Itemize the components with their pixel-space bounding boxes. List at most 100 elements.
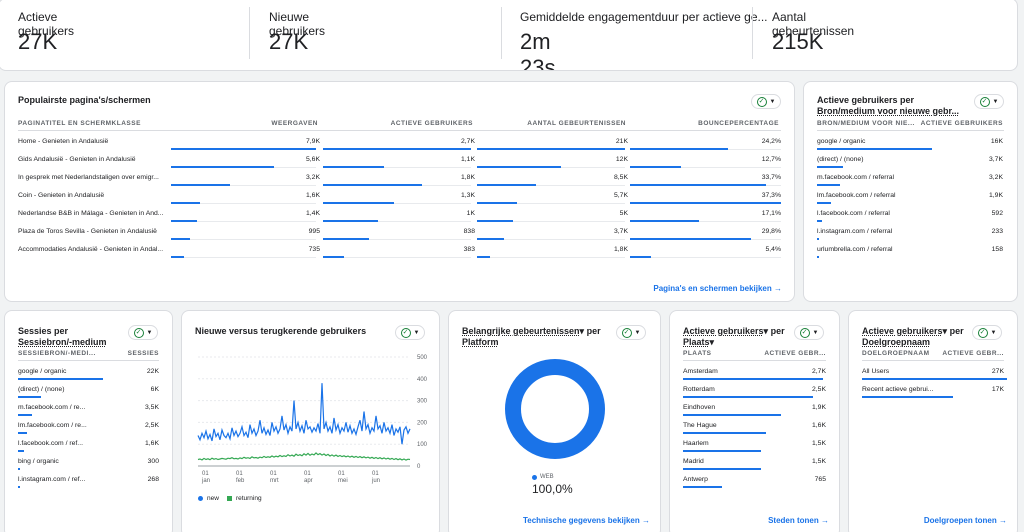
compare-pill[interactable]: ✓ ▼ [395, 325, 425, 340]
row-value: 1,5K [812, 458, 826, 465]
column-header[interactable]: ACTIEVE GEBR... [942, 350, 1004, 357]
audiences-card: Actieve gebruikers▾ per Doelgroepnaam ✓ … [848, 310, 1018, 532]
metric-selector[interactable]: Actieve gebruikers [862, 326, 943, 336]
compare-pill[interactable]: ✓ ▼ [794, 325, 824, 340]
table-row[interactable]: Accommodaties Andalusië - Genieten in An… [5, 245, 794, 263]
row-label: google / organic [18, 368, 67, 375]
row-bar [817, 256, 819, 258]
row-label: Madrid [683, 458, 704, 465]
donut-legend: WEB 100,0% [532, 474, 573, 496]
compare-pill[interactable]: ✓ ▼ [751, 94, 781, 109]
column-header[interactable]: PAGINATITEL EN SCHERMKLASSE [18, 120, 141, 127]
table-row[interactable]: lm.facebook.com / referral 1,9K [804, 191, 1017, 209]
table-row[interactable]: Antwerp 765 [670, 475, 839, 493]
table-row[interactable]: In gesprek met Nederlandstaligen over em… [5, 173, 794, 191]
bounce-cell: 17,1% [761, 210, 781, 217]
table-row[interactable]: Madrid 1,5K [670, 457, 839, 475]
metric-selector[interactable]: Belangrijke gebeurtenissen [462, 326, 580, 336]
compare-pill[interactable]: ✓ ▼ [616, 325, 646, 340]
table-row[interactable]: Rotterdam 2,5K [670, 385, 839, 403]
dropdown-arrow-icon: ▼ [634, 329, 641, 336]
row-bar [18, 396, 41, 398]
table-row[interactable]: l.facebook.com / referral 592 [804, 209, 1017, 227]
table-row[interactable]: l.facebook.com / ref... 1,6K [5, 439, 172, 457]
table-row[interactable]: bing / organic 300 [5, 457, 172, 475]
audiences-footer-link[interactable]: Doelgroepen tonen → [924, 516, 1007, 525]
column-header[interactable]: ACTIEVE GEBR... [764, 350, 826, 357]
table-row[interactable]: Eindhoven 1,9K [670, 403, 839, 421]
column-header[interactable]: DOELGROEPNAAM [862, 350, 930, 357]
bounce-cell: 37,3% [761, 192, 781, 199]
table-row[interactable]: m.facebook.com / re... 3,5K [5, 403, 172, 421]
bar-track [323, 167, 471, 168]
page-title-cell: Coin - Genieten in Andalusië [18, 192, 105, 199]
dimension-selector[interactable]: Sessiebron/-medium [18, 337, 107, 347]
table-row[interactable]: l.instagram.com / referral 233 [804, 227, 1017, 245]
dropdown-caret-icon: ▾ [579, 326, 585, 336]
table-row[interactable]: google / organic 22K [5, 367, 172, 385]
metric-selector[interactable]: Actieve gebruikers [683, 326, 764, 336]
dimension-selector[interactable]: Plaats [683, 337, 710, 347]
table-row[interactable]: Gids Andalusië - Genieten in Andalusië 5,… [5, 155, 794, 173]
column-header[interactable]: SESSIEBRON/-MEDI... [18, 350, 96, 357]
cities-footer-link[interactable]: Steden tonen → [768, 516, 829, 525]
table-row[interactable]: Plaza de Toros Sevilla - Genieten in And… [5, 227, 794, 245]
x-tick-label: 01 [202, 471, 209, 477]
column-header[interactable]: WEERGAVEN [271, 120, 318, 127]
column-header[interactable]: PLAATS [683, 350, 712, 357]
row-value: 2,5K [145, 422, 159, 429]
series-line-returning[interactable] [197, 452, 411, 461]
line-chart[interactable]: 500400300200100001jan01feb01mrt01apr01me… [182, 311, 440, 511]
table-row[interactable]: Recent actieve gebrui... 17K [849, 385, 1017, 403]
table-row[interactable]: Haarlem 1,5K [670, 439, 839, 457]
table-row[interactable]: google / organic 16K [804, 137, 1017, 155]
table-row[interactable]: Nederlandse B&B in Málaga - Genieten in … [5, 209, 794, 227]
events-footer-link[interactable]: Technische gegevens bekijken → [523, 516, 650, 525]
series-line-new[interactable] [197, 383, 411, 445]
row-value: 22K [146, 368, 159, 375]
column-header[interactable]: ACTIEVE GEBRUIKERS [920, 120, 1003, 127]
row-label: lm.facebook.com / re... [18, 422, 87, 429]
y-tick-label: 200 [417, 420, 428, 426]
column-header[interactable]: AANTAL GEBEURTENISSEN [527, 120, 626, 127]
table-row[interactable]: Coin - Genieten in Andalusië 1,6K 1,3K 5,7K… [5, 191, 794, 209]
dimension-selector[interactable]: Doelgroepnaam [862, 337, 931, 347]
compare-pill[interactable]: ✓ ▼ [128, 325, 158, 340]
table-row[interactable]: (direct) / (none) 3,7K [804, 155, 1017, 173]
table-row[interactable]: The Hague 1,6K [670, 421, 839, 439]
table-row[interactable]: All Users 27K [849, 367, 1017, 385]
users-cell: 1,1K [461, 156, 475, 163]
pages-footer-link[interactable]: Pagina's en schermen bekijken → [653, 284, 782, 293]
arrow-right-icon: → [821, 516, 829, 525]
compare-pill[interactable]: ✓ ▼ [972, 325, 1002, 340]
row-label: Eindhoven [683, 404, 716, 411]
column-header[interactable]: ACTIEVE GEBRUIKERS [390, 120, 473, 127]
dropdown-caret-icon: ▾ [709, 337, 715, 347]
column-header[interactable]: BOUNCEPERCENTAGE [698, 120, 779, 127]
column-header[interactable]: BRON/MEDIUM VOOR NIE... [817, 120, 915, 127]
donut-slice-web[interactable] [505, 359, 605, 459]
x-tick-label: apr [304, 478, 313, 484]
column-header[interactable]: SESSIES [127, 350, 159, 357]
table-row[interactable]: lm.facebook.com / re... 2,5K [5, 421, 172, 439]
table-row[interactable]: (direct) / (none) 6K [5, 385, 172, 403]
bounce-cell: 12,7% [761, 156, 781, 163]
table-row[interactable]: Amsterdam 2,7K [670, 367, 839, 385]
table-row[interactable]: m.facebook.com / referral 3,2K [804, 173, 1017, 191]
donut-chart[interactable] [449, 349, 661, 469]
row-value: 1,9K [812, 404, 826, 411]
compare-pill[interactable]: ✓ ▼ [974, 94, 1004, 109]
metric-value: 215K [772, 29, 824, 54]
x-tick-label: jun [371, 478, 380, 484]
table-row[interactable]: urlumbrella.com / referral 158 [804, 245, 1017, 263]
card-title: Nieuwe versus terugkerende gebruikers [195, 326, 367, 336]
table-row[interactable]: l.instagram.com / ref... 268 [5, 475, 172, 493]
row-label: (direct) / (none) [18, 386, 65, 393]
legend: new returning [198, 495, 262, 502]
dimension-selector[interactable]: Platform [462, 337, 499, 347]
table-row[interactable]: Home - Genieten in Andalusië 7,9K 2,7K 21K 2… [5, 137, 794, 155]
dimension-selector[interactable]: Bron/medium voor nieuwe gebr... [817, 106, 960, 116]
users-bar [323, 202, 395, 204]
legend-label-web: WEB [540, 474, 554, 480]
arrow-right-icon: → [999, 516, 1007, 525]
